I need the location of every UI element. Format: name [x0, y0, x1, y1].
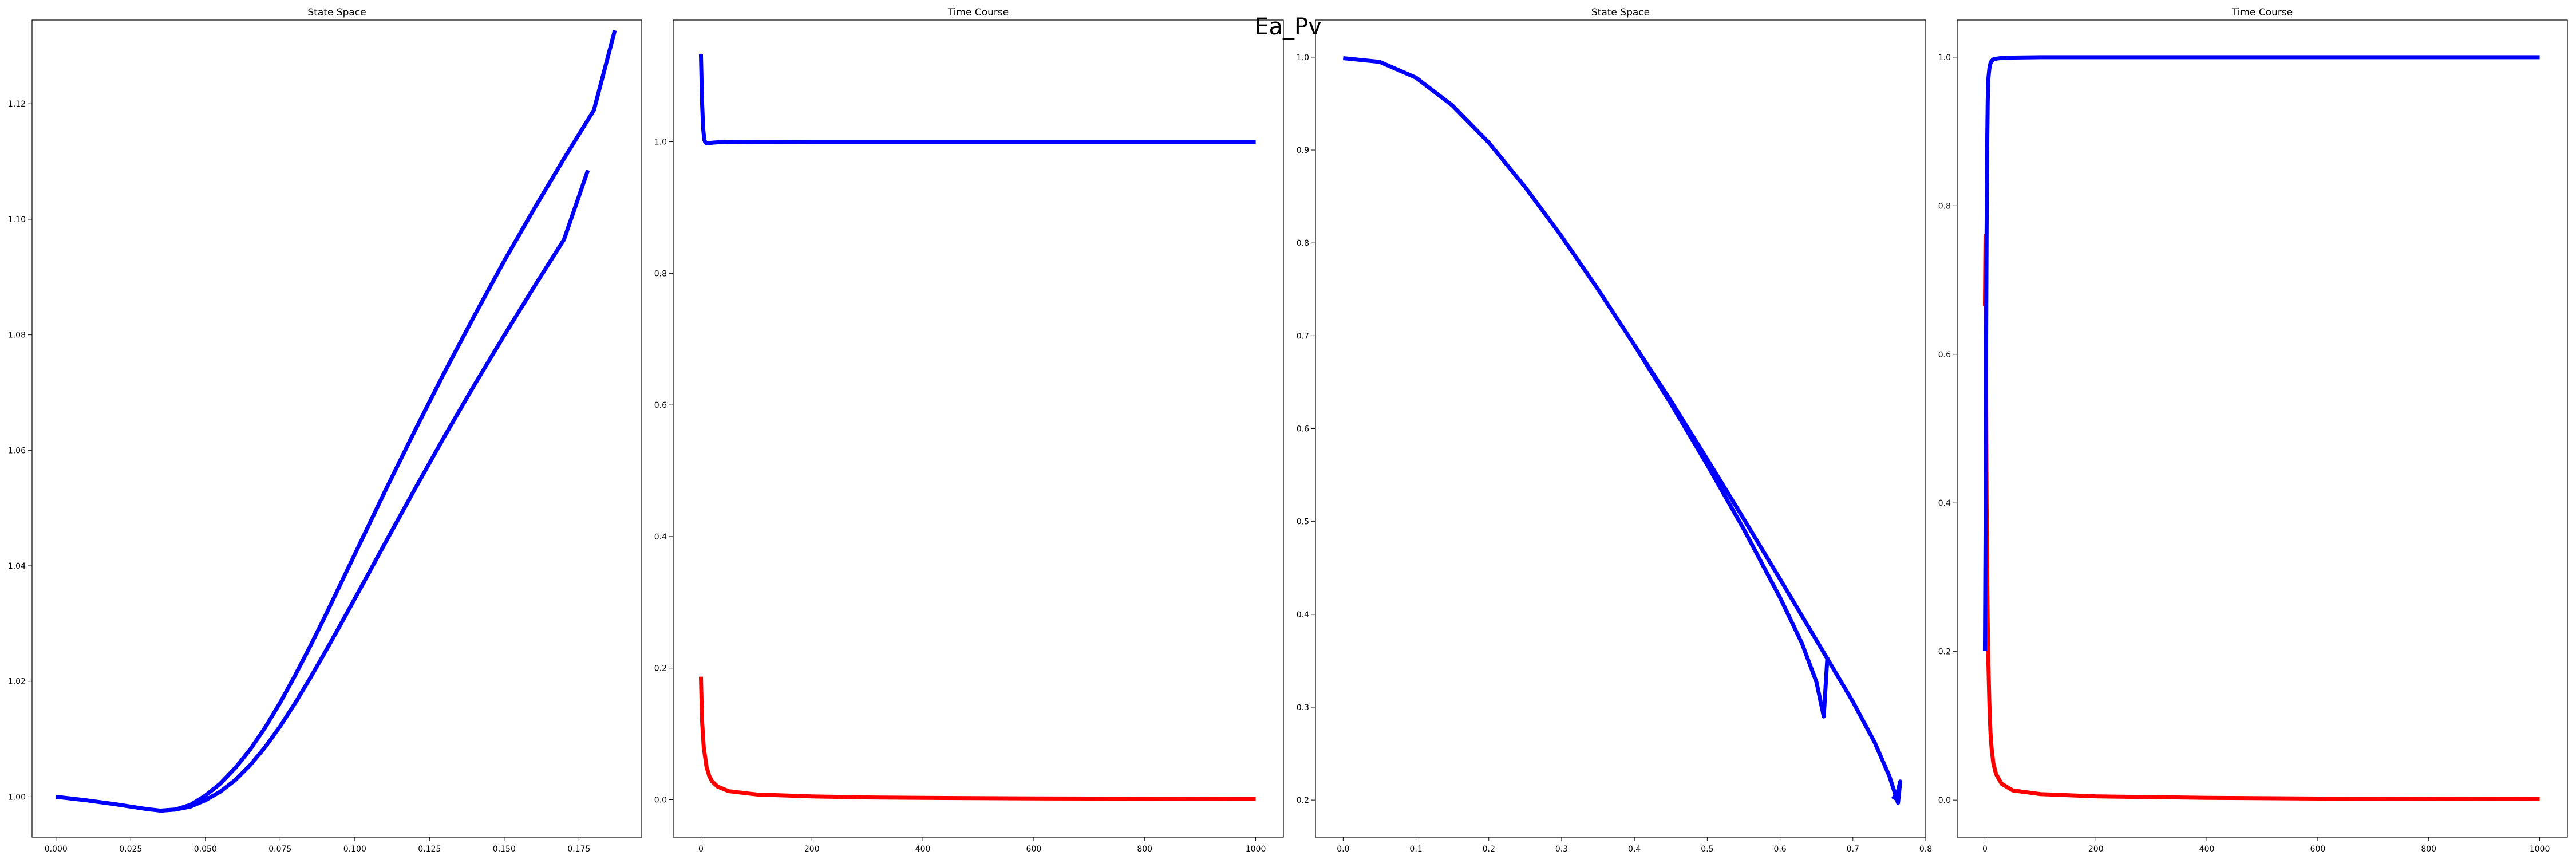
x-tick-label: 800 — [2421, 845, 2436, 854]
y-tick-label: 1.08 — [8, 331, 26, 340]
series-line-1 — [1342, 56, 1830, 719]
x-tick-label: 400 — [2199, 845, 2215, 854]
axes-title: Time Course — [947, 7, 1009, 18]
y-tick-label: 0.6 — [654, 401, 667, 410]
y-tick-label: 0.8 — [654, 269, 667, 278]
axes-frame — [1315, 19, 1926, 838]
figure-suptitle: Ea_Pv — [1254, 14, 1322, 40]
y-tick-label: 1.00 — [8, 793, 26, 802]
series-line-2 — [1982, 55, 2540, 651]
series-line-1 — [56, 30, 617, 813]
y-tick-label: 1.06 — [8, 446, 26, 455]
series-line-2 — [1633, 344, 1902, 805]
axes-time-course-1: 0 200 400 600 800 1000 0.0 0.2 0.4 0.6 0.8 1.0 Time … — [654, 7, 1284, 854]
y-tick-label: 0.4 — [1297, 610, 1309, 620]
axes-frame — [1957, 19, 2568, 838]
y-tick-label: 1.0 — [1938, 53, 1951, 62]
x-tick-label: 0 — [1982, 845, 1988, 854]
y-tick-label: 0.2 — [1938, 648, 1951, 657]
y-tick-label: 0.0 — [654, 796, 667, 805]
y-tick-label: 0.7 — [1297, 332, 1309, 341]
x-tick-label: 0.3 — [1555, 845, 1568, 854]
x-tick-label: 0.2 — [1483, 845, 1495, 854]
y-tick-label: 1.04 — [8, 562, 26, 571]
x-tick-label: 0.000 — [45, 845, 68, 854]
y-tick-label: 0.5 — [1297, 518, 1309, 527]
x-tick-label: 0.8 — [1919, 845, 1932, 854]
x-tick-label: 0 — [698, 845, 704, 854]
y-tick-label: 0.3 — [1297, 703, 1309, 712]
x-tick-label: 200 — [2088, 845, 2104, 854]
axes-title: Time Course — [2231, 7, 2293, 18]
series-line-2 — [698, 676, 1256, 801]
y-tick-label: 1.10 — [8, 215, 26, 224]
x-tick-label: 0.6 — [1773, 845, 1786, 854]
y-tick-label: 0.6 — [1938, 350, 1951, 360]
y-tick-label: 0.9 — [1297, 146, 1309, 155]
x-tick-label: 0.1 — [1409, 845, 1422, 854]
y-tick-label: 0.2 — [1297, 796, 1309, 805]
x-tick-label: 0.050 — [194, 845, 217, 854]
x-tick-label: 0.175 — [567, 845, 590, 854]
y-tick-label: 1.0 — [1297, 53, 1309, 62]
y-tick-label: 0.8 — [1297, 239, 1309, 248]
axes-title: State Space — [307, 7, 366, 18]
x-tick-label: 0.100 — [343, 845, 366, 854]
y-tick-label: 1.12 — [8, 100, 26, 109]
y-tick-label: 0.0 — [1938, 796, 1951, 805]
x-tick-label: 600 — [2310, 845, 2326, 854]
x-tick-label: 600 — [1026, 845, 1042, 854]
axes-time-course-2: 0 200 400 600 800 1000 0.0 0.2 0.4 0.6 0.8 1.0 Time … — [1938, 7, 2568, 854]
axes-state-space-2: 0.0 0.1 0.2 0.3 0.4 0.5 0.6 0.7 0.8 0.2 0.3 0.4 0.5 0… — [1297, 7, 1932, 854]
series-line-1 — [698, 54, 1256, 145]
x-tick-label: 0.150 — [493, 845, 516, 854]
x-tick-label: 400 — [915, 845, 931, 854]
y-tick-label: 1.0 — [654, 138, 667, 147]
x-tick-label: 1000 — [1246, 845, 1266, 854]
axes-state-space-1: 0.000 0.025 0.050 0.075 0.100 0.125 0.150 0.175… — [8, 7, 642, 854]
x-tick-label: 0.025 — [119, 845, 142, 854]
y-tick-label: 0.6 — [1297, 425, 1309, 434]
x-tick-label: 0.125 — [418, 845, 441, 854]
y-tick-label: 0.4 — [654, 533, 667, 542]
x-tick-label: 1000 — [2530, 845, 2550, 854]
x-tick-label: 800 — [1137, 845, 1152, 854]
x-tick-label: 0.075 — [268, 845, 291, 854]
series-line-1 — [1982, 233, 2540, 801]
y-tick-label: 0.2 — [654, 664, 667, 673]
y-tick-label: 0.8 — [1938, 202, 1951, 211]
x-tick-label: 0.4 — [1628, 845, 1641, 854]
x-tick-label: 0.7 — [1847, 845, 1859, 854]
x-tick-label: 0.0 — [1337, 845, 1349, 854]
x-tick-label: 200 — [804, 845, 820, 854]
series-line-2 — [160, 170, 590, 813]
axes-frame — [673, 19, 1284, 838]
x-tick-label: 0.5 — [1701, 845, 1713, 854]
y-tick-label: 1.02 — [8, 677, 26, 687]
y-tick-label: 0.4 — [1938, 499, 1951, 508]
axes-title: State Space — [1591, 7, 1650, 18]
axes-frame — [31, 19, 642, 838]
